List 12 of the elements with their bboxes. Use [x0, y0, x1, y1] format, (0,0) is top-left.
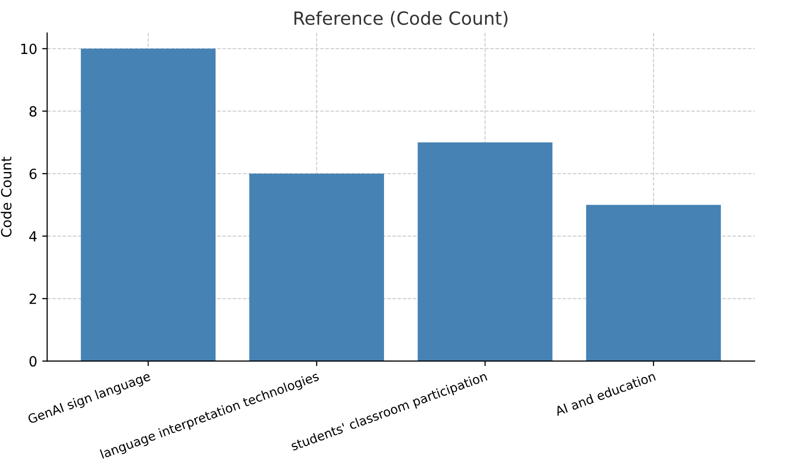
y-axis-title: Code Count — [0, 156, 12, 237]
y-tick-label: 10 — [21, 44, 37, 54]
y-tick-label: 6 — [30, 168, 37, 180]
bar — [418, 142, 552, 362]
y-tick-label: 8 — [30, 106, 36, 117]
y-tick-label: 4 — [29, 231, 37, 242]
bar — [80, 48, 216, 362]
y-tick-label: 2 — [30, 294, 36, 304]
bar — [586, 204, 721, 362]
bar — [249, 174, 384, 362]
chart-title: Reference (Code Count) — [294, 10, 508, 28]
y-tick-label: 0 — [30, 356, 37, 367]
